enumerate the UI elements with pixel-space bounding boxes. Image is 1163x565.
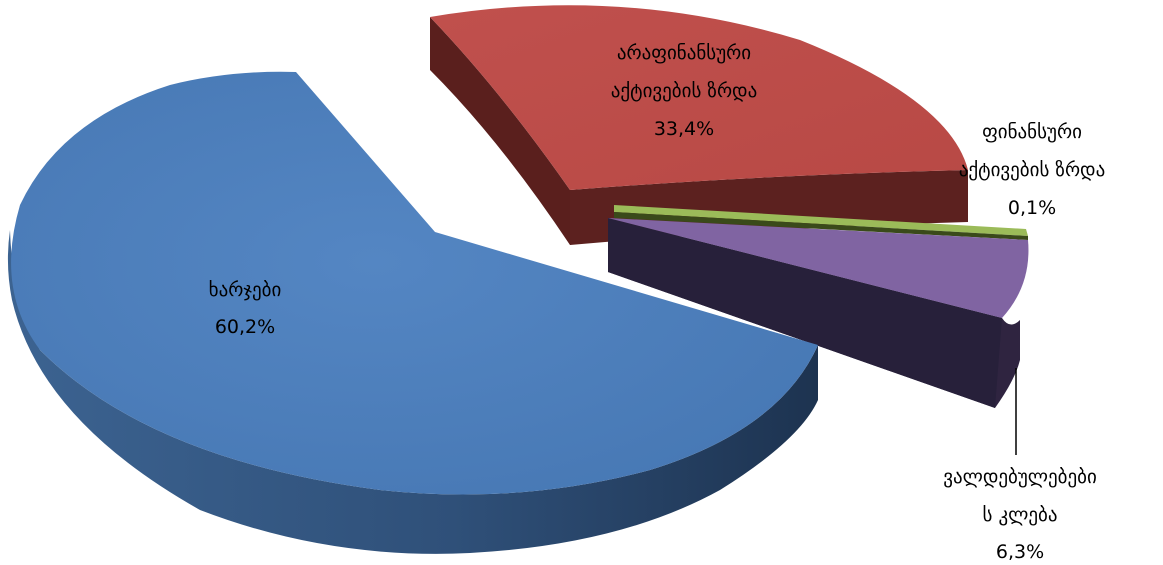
slice-financial-top (614, 205, 1028, 236)
label-financial: ფინანსური აქტივების ზრდა 0,1% (959, 121, 1106, 219)
label-nonfinancial: არაფინანსური აქტივების ზრდა 33,4% (611, 42, 758, 140)
slice-liabilities-top (608, 218, 1029, 318)
slice-liabilities-side-dark (608, 218, 1002, 408)
slice-financial-assets (614, 205, 1028, 240)
slice-liabilities (608, 218, 1029, 408)
label-nonfinancial-line2: აქტივების ზრდა (611, 80, 758, 102)
label-liabilities-value: 6,3% (996, 541, 1044, 563)
slice-financial-side (614, 212, 1028, 240)
label-nonfinancial-line1: არაფინანსური (617, 42, 751, 64)
label-liabilities: ვალდებულებები ს კლება 6,3% (943, 466, 1097, 563)
label-liabilities-line2: ს კლება (982, 504, 1057, 526)
slice-nonfinancial-top (430, 5, 968, 190)
slice-expenses-side (7, 230, 818, 554)
slice-expenses (7, 71, 819, 554)
slice-nonfinancial-assets (430, 5, 968, 245)
label-expenses-value: 60,2% (215, 316, 275, 338)
slice-nonfinancial-side (430, 17, 570, 245)
label-financial-value: 0,1% (1008, 197, 1056, 219)
label-liabilities-line1: ვალდებულებები (943, 466, 1097, 488)
label-expenses: ხარჯები 60,2% (209, 279, 282, 338)
label-nonfinancial-value: 33,4% (654, 118, 714, 140)
slice-expenses-top (11, 71, 819, 495)
label-financial-line2: აქტივების ზრდა (959, 159, 1106, 181)
label-expenses-name: ხარჯები (209, 279, 282, 301)
label-financial-line1: ფინანსური (982, 121, 1082, 143)
